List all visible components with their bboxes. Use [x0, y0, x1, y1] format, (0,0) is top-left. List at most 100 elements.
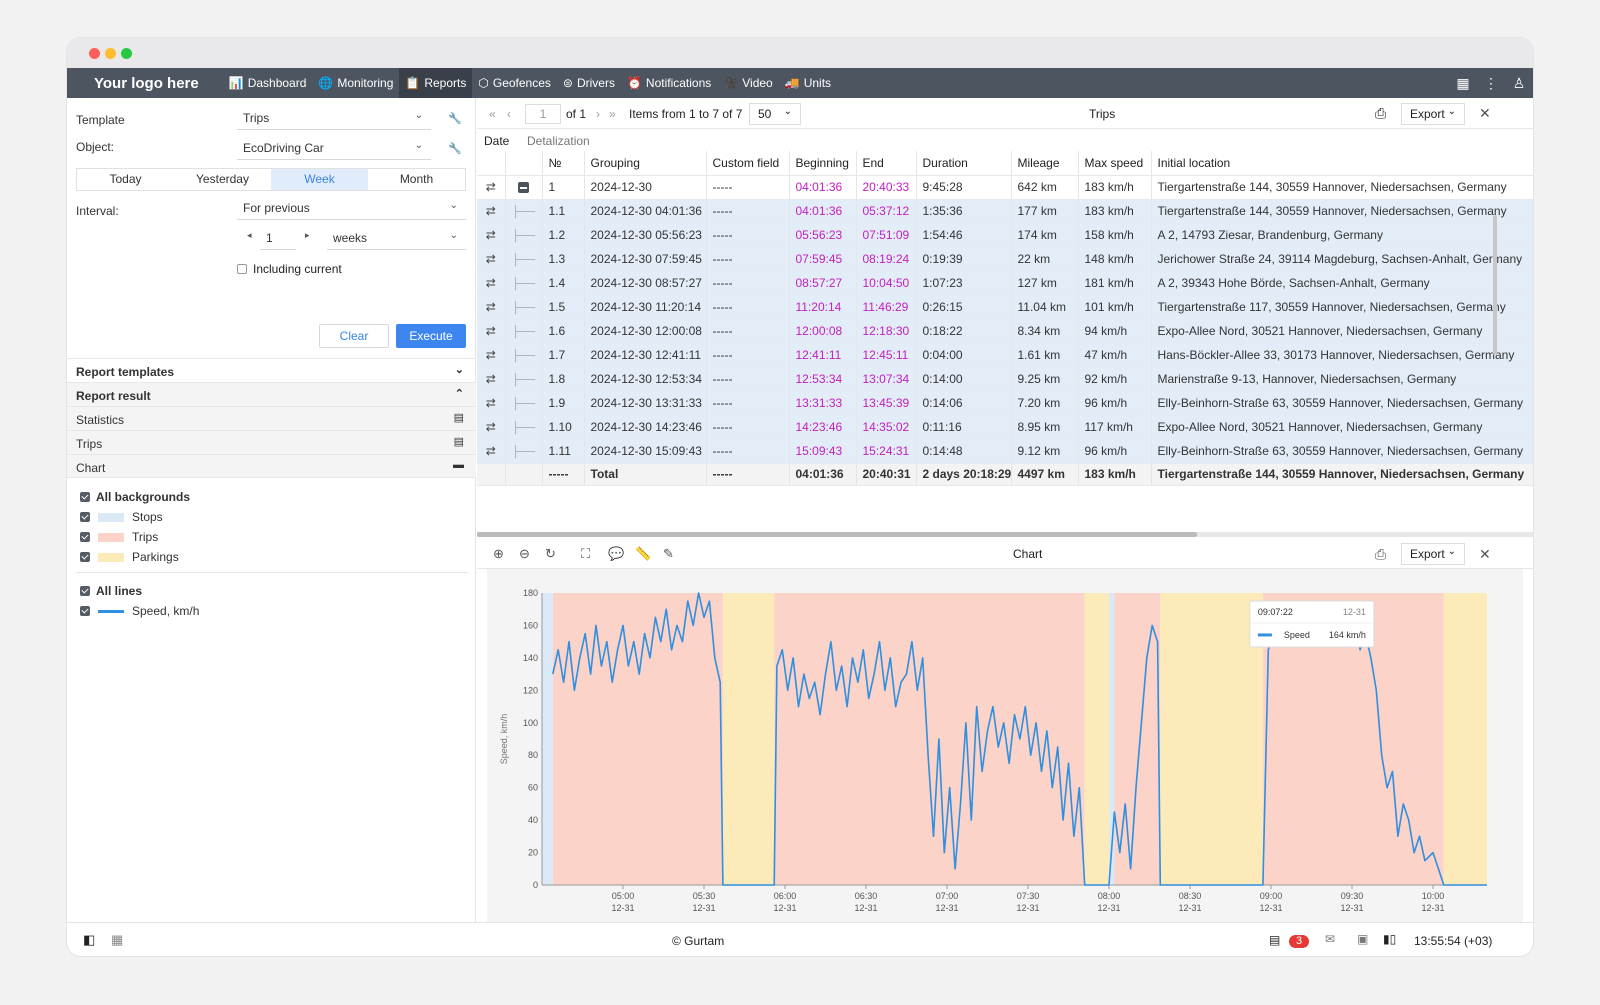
execute-button[interactable]: Execute [396, 324, 466, 348]
nav-units[interactable]: 🚚 Units [779, 68, 837, 98]
reset-zoom-icon[interactable]: ↻ [545, 546, 556, 561]
annotation-icon[interactable]: 💬 [608, 546, 625, 561]
interval-select[interactable]: For previous ⌄ [237, 196, 466, 220]
parkings-toggle[interactable]: Parkings [80, 550, 179, 564]
including-current-checkbox[interactable] [237, 264, 247, 274]
print-icon[interactable]: ⎙ [1375, 546, 1387, 562]
increment-icon[interactable]: ▸ [305, 230, 310, 240]
all-lines-toggle[interactable]: All lines [80, 584, 142, 598]
apps-grid-icon[interactable]: ▦ [1456, 74, 1470, 91]
checkbox-checked[interactable] [80, 552, 90, 562]
scroll-thumb[interactable] [477, 532, 1197, 537]
collapse-icon[interactable] [518, 182, 529, 194]
table-row[interactable]: ⇄ ├── 1.9 2024-12-30 13:31:33 ----- 13:31:33 1… [477, 391, 1533, 416]
trips-item[interactable]: Trips ▤ [67, 430, 476, 454]
tab-detalization[interactable]: Detalization [527, 134, 590, 148]
per-page-select[interactable]: 50 ⌄ [749, 103, 801, 125]
period-month[interactable]: Month [399, 172, 434, 186]
zoom-in-icon[interactable]: ⊕ [493, 546, 504, 561]
trips-toggle[interactable]: Trips [80, 530, 158, 544]
user-icon[interactable]: ♙ [1512, 74, 1526, 91]
print-icon[interactable]: ⎙ [1375, 105, 1387, 121]
interval-count-input[interactable]: 1 [260, 226, 296, 250]
collapse-cell[interactable] [505, 175, 543, 200]
table-row[interactable]: ⇄ ├── 1.2 2024-12-30 05:56:23 ----- 05:56:23 0… [477, 223, 1533, 248]
table-row[interactable]: ⇄ ├── 1.4 2024-12-30 08:57:27 ----- 08:57:27 1… [477, 271, 1533, 296]
total-row[interactable]: ----- Total ----- 04:01:36 20:40:31 2 days 20… [477, 463, 1533, 486]
table-row[interactable]: ⇄ ├── 1.1 2024-12-30 04:01:36 ----- 04:01:36 0… [477, 199, 1533, 224]
table-row[interactable]: ⇄ ├── 1.6 2024-12-30 12:00:08 ----- 12:00:08 1… [477, 319, 1533, 344]
table-row[interactable]: ⇄ ├── 1.5 2024-12-30 11:20:14 ----- 11:20:14 1… [477, 295, 1533, 320]
table-horizontal-scrollbar[interactable] [477, 532, 1533, 537]
pencil-icon[interactable]: ✎ [663, 546, 674, 561]
checkbox-checked[interactable] [80, 512, 90, 522]
column-header[interactable]: Beginning [789, 151, 857, 176]
table-row[interactable]: ⇄ ├── 1.10 2024-12-30 14:23:46 ----- 14:23:46… [477, 415, 1533, 440]
column-header[interactable]: Mileage [1011, 151, 1079, 176]
maximize-window-button[interactable] [121, 48, 132, 59]
route-icon[interactable]: ⇄ [477, 343, 506, 368]
column-header[interactable]: End [856, 151, 917, 176]
table-row[interactable]: ⇄ 1 2024-12-30 ----- 04:01:36 20:40:33 9:45:28… [477, 175, 1533, 200]
column-header[interactable]: Grouping [584, 151, 707, 176]
column-header[interactable]: Duration [916, 151, 1012, 176]
tab-date[interactable]: Date [484, 134, 510, 148]
tracks-icon[interactable]: ▮▯ [1383, 932, 1397, 946]
nav-dashboard[interactable]: 📊 Dashboard [223, 68, 313, 98]
mail-icon[interactable]: ✉ [1325, 932, 1336, 946]
object-select[interactable]: EcoDriving Car ⌄ [237, 136, 431, 160]
table-row[interactable]: ⇄ ├── 1.11 2024-12-30 15:09:43 ----- 15:09:43… [477, 439, 1533, 464]
route-icon[interactable]: ⇄ [477, 367, 506, 392]
chart-export-button[interactable]: Export ⌄ [1401, 543, 1465, 565]
speed-toggle[interactable]: Speed, km/h [80, 604, 199, 618]
speed-chart[interactable]: 0 20 40 60 80 100 120 140 160 180 Speed, km/h 05:00… [487, 569, 1523, 922]
route-icon[interactable]: ⇄ [477, 415, 506, 440]
column-header[interactable]: Max speed [1078, 151, 1152, 176]
object-settings-icon[interactable]: 🔧 [448, 143, 462, 155]
nav-reports[interactable]: 📋 Reports [399, 68, 473, 98]
report-result-section[interactable]: Report result ⌃ [67, 382, 476, 406]
table-row[interactable]: ⇄ ├── 1.3 2024-12-30 07:59:45 ----- 07:59:45 0… [477, 247, 1533, 272]
route-icon[interactable]: ⇄ [477, 319, 506, 344]
table-layout-icon[interactable]: ▤ [453, 412, 464, 424]
events-icon[interactable]: ▤ [1269, 933, 1281, 947]
including-current-option[interactable]: Including current [237, 262, 342, 276]
route-icon[interactable]: ⇄ [477, 223, 506, 248]
zoom-out-icon[interactable]: ⊖ [519, 546, 530, 561]
more-menu-icon[interactable]: ⋮ [1484, 74, 1498, 91]
route-icon[interactable]: ⇄ [477, 175, 506, 200]
table-layout-icon[interactable]: ▤ [453, 436, 464, 448]
nav-geofences[interactable]: ⬡ Geofences [472, 68, 557, 98]
first-page-icon[interactable]: « [489, 107, 496, 121]
minimize-window-button[interactable] [105, 48, 116, 59]
ruler-icon[interactable]: 📏 [635, 546, 652, 561]
nav-drivers[interactable]: ⊜ Drivers [557, 68, 621, 98]
template-select[interactable]: Trips ⌄ [237, 106, 431, 130]
route-icon[interactable]: ⇄ [477, 295, 506, 320]
column-header[interactable]: Custom field [706, 151, 790, 176]
route-icon[interactable]: ⇄ [477, 199, 506, 224]
nav-notifications[interactable]: ⏰ Notifications [621, 68, 717, 98]
column-header[interactable]: № [542, 151, 585, 176]
last-page-icon[interactable]: » [609, 107, 616, 121]
grid-layout-icon[interactable]: ▦ [111, 932, 124, 947]
nav-video[interactable]: 🎥 Video [717, 68, 778, 98]
close-window-button[interactable] [89, 48, 100, 59]
checkbox-checked[interactable] [80, 606, 90, 616]
decrement-icon[interactable]: ◂ [247, 230, 252, 240]
chart-layout-icon[interactable]: ▬ [453, 459, 464, 471]
route-icon[interactable]: ⇄ [477, 439, 506, 464]
clear-button[interactable]: Clear [319, 324, 389, 348]
all-backgrounds-toggle[interactable]: All backgrounds [80, 490, 190, 504]
period-yesterday[interactable]: Yesterday [196, 172, 249, 186]
table-export-button[interactable]: Export ⌄ [1401, 103, 1465, 125]
statistics-item[interactable]: Statistics ▤ [67, 406, 476, 430]
report-templates-section[interactable]: Report templates ⌄ [67, 358, 476, 382]
prev-page-icon[interactable]: ‹ [507, 107, 511, 121]
checkbox-checked[interactable] [80, 586, 90, 596]
image-icon[interactable]: ▣ [1357, 932, 1369, 946]
notifications-badge[interactable]: 3 [1289, 933, 1310, 948]
period-today[interactable]: Today [109, 172, 142, 186]
checkbox-checked[interactable] [80, 492, 90, 502]
next-page-icon[interactable]: › [596, 107, 600, 121]
